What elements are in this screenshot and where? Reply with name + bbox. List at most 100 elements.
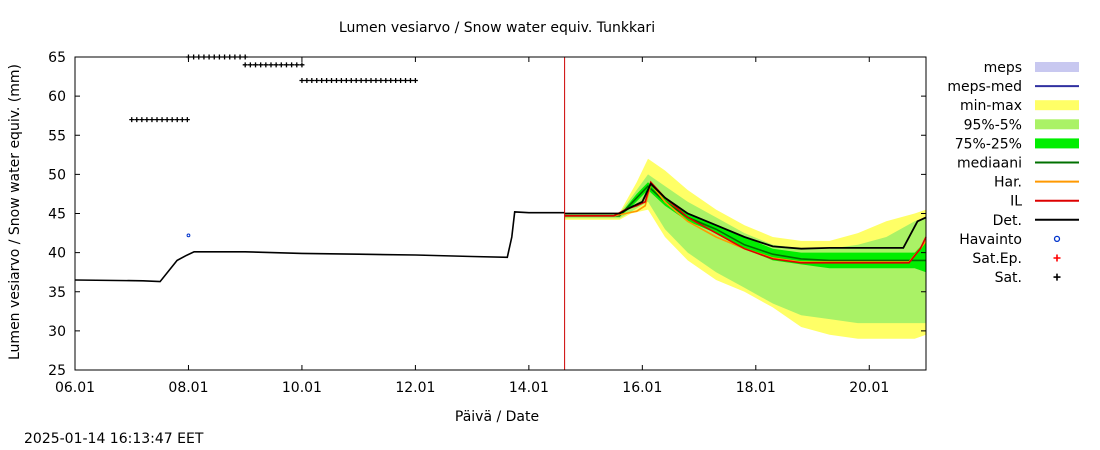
y-tick-label: 30 bbox=[48, 324, 66, 340]
sat-point bbox=[289, 62, 295, 68]
legend-swatch bbox=[1053, 235, 1061, 243]
x-tick-label: 10.01 bbox=[282, 380, 322, 396]
legend-entry-har: Har. bbox=[994, 175, 1079, 191]
legend-entry-mediaani: mediaani bbox=[957, 156, 1079, 172]
plot-area bbox=[74, 54, 927, 370]
sat-point bbox=[129, 117, 135, 123]
sat-point bbox=[358, 77, 364, 83]
legend-entry-det: Det. bbox=[993, 213, 1079, 229]
sat-point bbox=[278, 62, 284, 68]
legend-label: Det. bbox=[993, 213, 1022, 229]
x-tick-label: 06.01 bbox=[55, 380, 95, 396]
legend-entry-min-max: min-max bbox=[960, 98, 1079, 114]
legend-label: Sat. bbox=[995, 270, 1022, 286]
havainto-point bbox=[186, 233, 191, 238]
x-tick-label: 12.01 bbox=[395, 380, 435, 396]
line-det-forecast bbox=[564, 182, 927, 250]
legend-label: Har. bbox=[994, 175, 1022, 191]
legend-entry-il: IL bbox=[1010, 194, 1079, 210]
legend-label: Havainto bbox=[959, 232, 1022, 248]
sat-point bbox=[164, 117, 170, 123]
sat-point bbox=[333, 77, 339, 83]
sat-point bbox=[242, 62, 248, 68]
x-axis-label: Päivä / Date bbox=[455, 409, 539, 425]
sat-point bbox=[309, 77, 315, 83]
sat-point bbox=[154, 117, 160, 123]
sat-point bbox=[338, 77, 344, 83]
sat-point bbox=[299, 77, 305, 83]
legend-entry-sat: Sat. bbox=[995, 270, 1061, 286]
y-tick-label: 60 bbox=[48, 89, 66, 105]
legend-label: min-max bbox=[960, 98, 1022, 114]
sat-point bbox=[299, 62, 305, 68]
sat-point bbox=[343, 77, 349, 83]
y-tick-label: 40 bbox=[48, 246, 66, 262]
legend-label: IL bbox=[1010, 194, 1022, 210]
legend-label: 75%-25% bbox=[955, 136, 1022, 152]
axes: 25 30 35 40 45 50 55 60 65 06.01 08.01 10.01 12.01 14… bbox=[48, 50, 927, 396]
y-tick-label: 35 bbox=[48, 285, 66, 301]
sat-point bbox=[319, 77, 325, 83]
legend-entry-75-25: 75%-25% bbox=[955, 136, 1079, 152]
legend-swatch bbox=[1035, 119, 1079, 130]
legend-swatch bbox=[1035, 100, 1079, 111]
sat-point bbox=[184, 117, 190, 123]
legend-swatch bbox=[1035, 138, 1079, 149]
sat-point bbox=[283, 62, 289, 68]
sat-point bbox=[144, 117, 150, 123]
sat-point bbox=[253, 62, 259, 68]
legend-swatch bbox=[1053, 254, 1061, 262]
sat-point bbox=[412, 77, 418, 83]
legend-label: mediaani bbox=[957, 156, 1022, 172]
y-tick-label: 65 bbox=[48, 50, 66, 66]
sat-point bbox=[363, 77, 369, 83]
sat-point bbox=[273, 62, 279, 68]
line-mediaani bbox=[564, 184, 926, 262]
sat-point bbox=[353, 77, 359, 83]
y-tick-label: 25 bbox=[48, 363, 66, 379]
sat-point bbox=[139, 117, 145, 123]
sat-point bbox=[247, 62, 253, 68]
sat-point bbox=[324, 77, 330, 83]
legend-label: meps-med bbox=[947, 79, 1022, 95]
legend-entry-havainto: Havainto bbox=[959, 232, 1061, 248]
x-tick-label: 08.01 bbox=[168, 380, 208, 396]
legend-label: meps bbox=[984, 60, 1022, 76]
y-axis-label: Lumen vesiarvo / Snow water equiv. (mm) bbox=[7, 64, 23, 360]
sat-point bbox=[268, 62, 274, 68]
sat-point bbox=[348, 77, 354, 83]
legend-entry-meps: meps bbox=[984, 60, 1079, 76]
y-tick-label: 55 bbox=[48, 128, 66, 144]
sat-point bbox=[398, 77, 404, 83]
sat-point bbox=[373, 77, 379, 83]
sat-point bbox=[403, 77, 409, 83]
legend-entry-sat-ep: Sat.Ep. bbox=[972, 251, 1061, 267]
legend: meps meps-med min-max 95%-5% 75%-25% mediaani… bbox=[947, 60, 1079, 286]
sat-segment-3 bbox=[299, 77, 418, 83]
sat-point bbox=[179, 117, 185, 123]
legend-entry-95-5: 95%-5% bbox=[964, 117, 1079, 133]
sat-point bbox=[294, 62, 300, 68]
legend-swatch bbox=[1035, 62, 1079, 72]
legend-swatch bbox=[1053, 273, 1061, 281]
sat-point bbox=[258, 62, 264, 68]
sat-point bbox=[134, 117, 140, 123]
sat-point bbox=[388, 77, 394, 83]
sat-point bbox=[329, 77, 335, 83]
timestamp: 2025-01-14 16:13:47 EET bbox=[24, 431, 204, 447]
sat-point bbox=[169, 117, 175, 123]
legend-label: 95%-5% bbox=[964, 117, 1022, 133]
legend-entry-meps-med: meps-med bbox=[947, 79, 1079, 95]
sat-point bbox=[159, 117, 165, 123]
sat-point bbox=[368, 77, 374, 83]
legend-label: Sat.Ep. bbox=[972, 251, 1022, 267]
x-tick-label: 16.01 bbox=[622, 380, 662, 396]
y-tick-label: 45 bbox=[48, 207, 66, 223]
sat-segment-2 bbox=[242, 62, 305, 68]
sat-point bbox=[304, 77, 310, 83]
sat-point bbox=[383, 77, 389, 83]
chart-title: Lumen vesiarvo / Snow water equiv. Tunkk… bbox=[339, 20, 655, 36]
sat-point bbox=[174, 117, 180, 123]
sat-point bbox=[263, 62, 269, 68]
